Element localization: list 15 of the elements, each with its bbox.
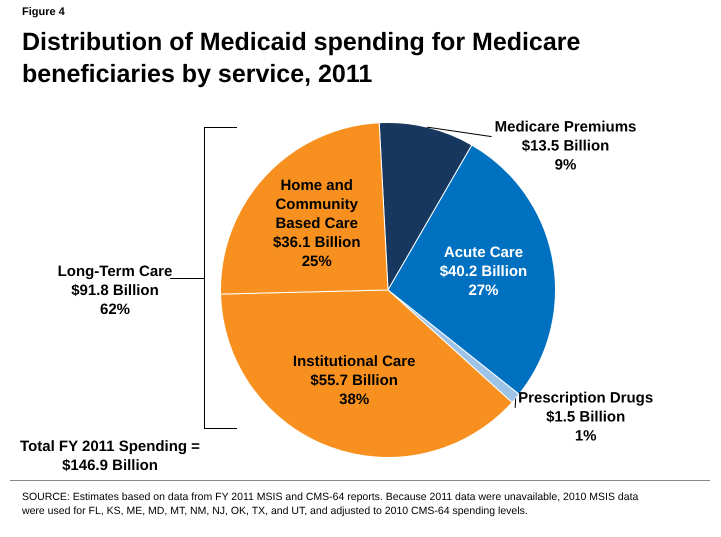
slice-label: Medicare Premiums [494, 118, 636, 136]
slice-label: Prescription Drugs [518, 390, 654, 407]
data-label: $13.5 Billion 9% [522, 137, 610, 174]
chart-title: Distribution of Medicaid spending for Medicare beneficiaries by service, 2011 [22, 27, 582, 90]
slice-label: Acute Care [444, 244, 524, 262]
text: Figure 4 [22, 6, 65, 18]
data-label: $1.5 Billion 1% [546, 408, 626, 445]
data-label: $40.2 Billion 27% [440, 263, 528, 300]
data-label: $55.7 Billion 38% [310, 372, 398, 408]
source-note: SOURCE: Estimates based on data from FY 2011 MSIS and CMS-64 reports. Because 2011 data were unavailable, 2010 MSIS data were used for FL, KS, ME, MD, MT, NM, NJ, OK, TX, and UT, and adjusted to 2010 CMS-64 spending levels. [22, 490, 640, 518]
data-label: $36.1 Billion 25% [272, 234, 360, 270]
text: Long-Term Care $91.8 Billion 62% [56, 262, 174, 319]
text: Total FY 2011 Spending = $146.9 Billion [19, 437, 201, 475]
slice-label: Home and Community Based Care [275, 177, 359, 232]
slice-label: Institutional Care [292, 353, 416, 370]
